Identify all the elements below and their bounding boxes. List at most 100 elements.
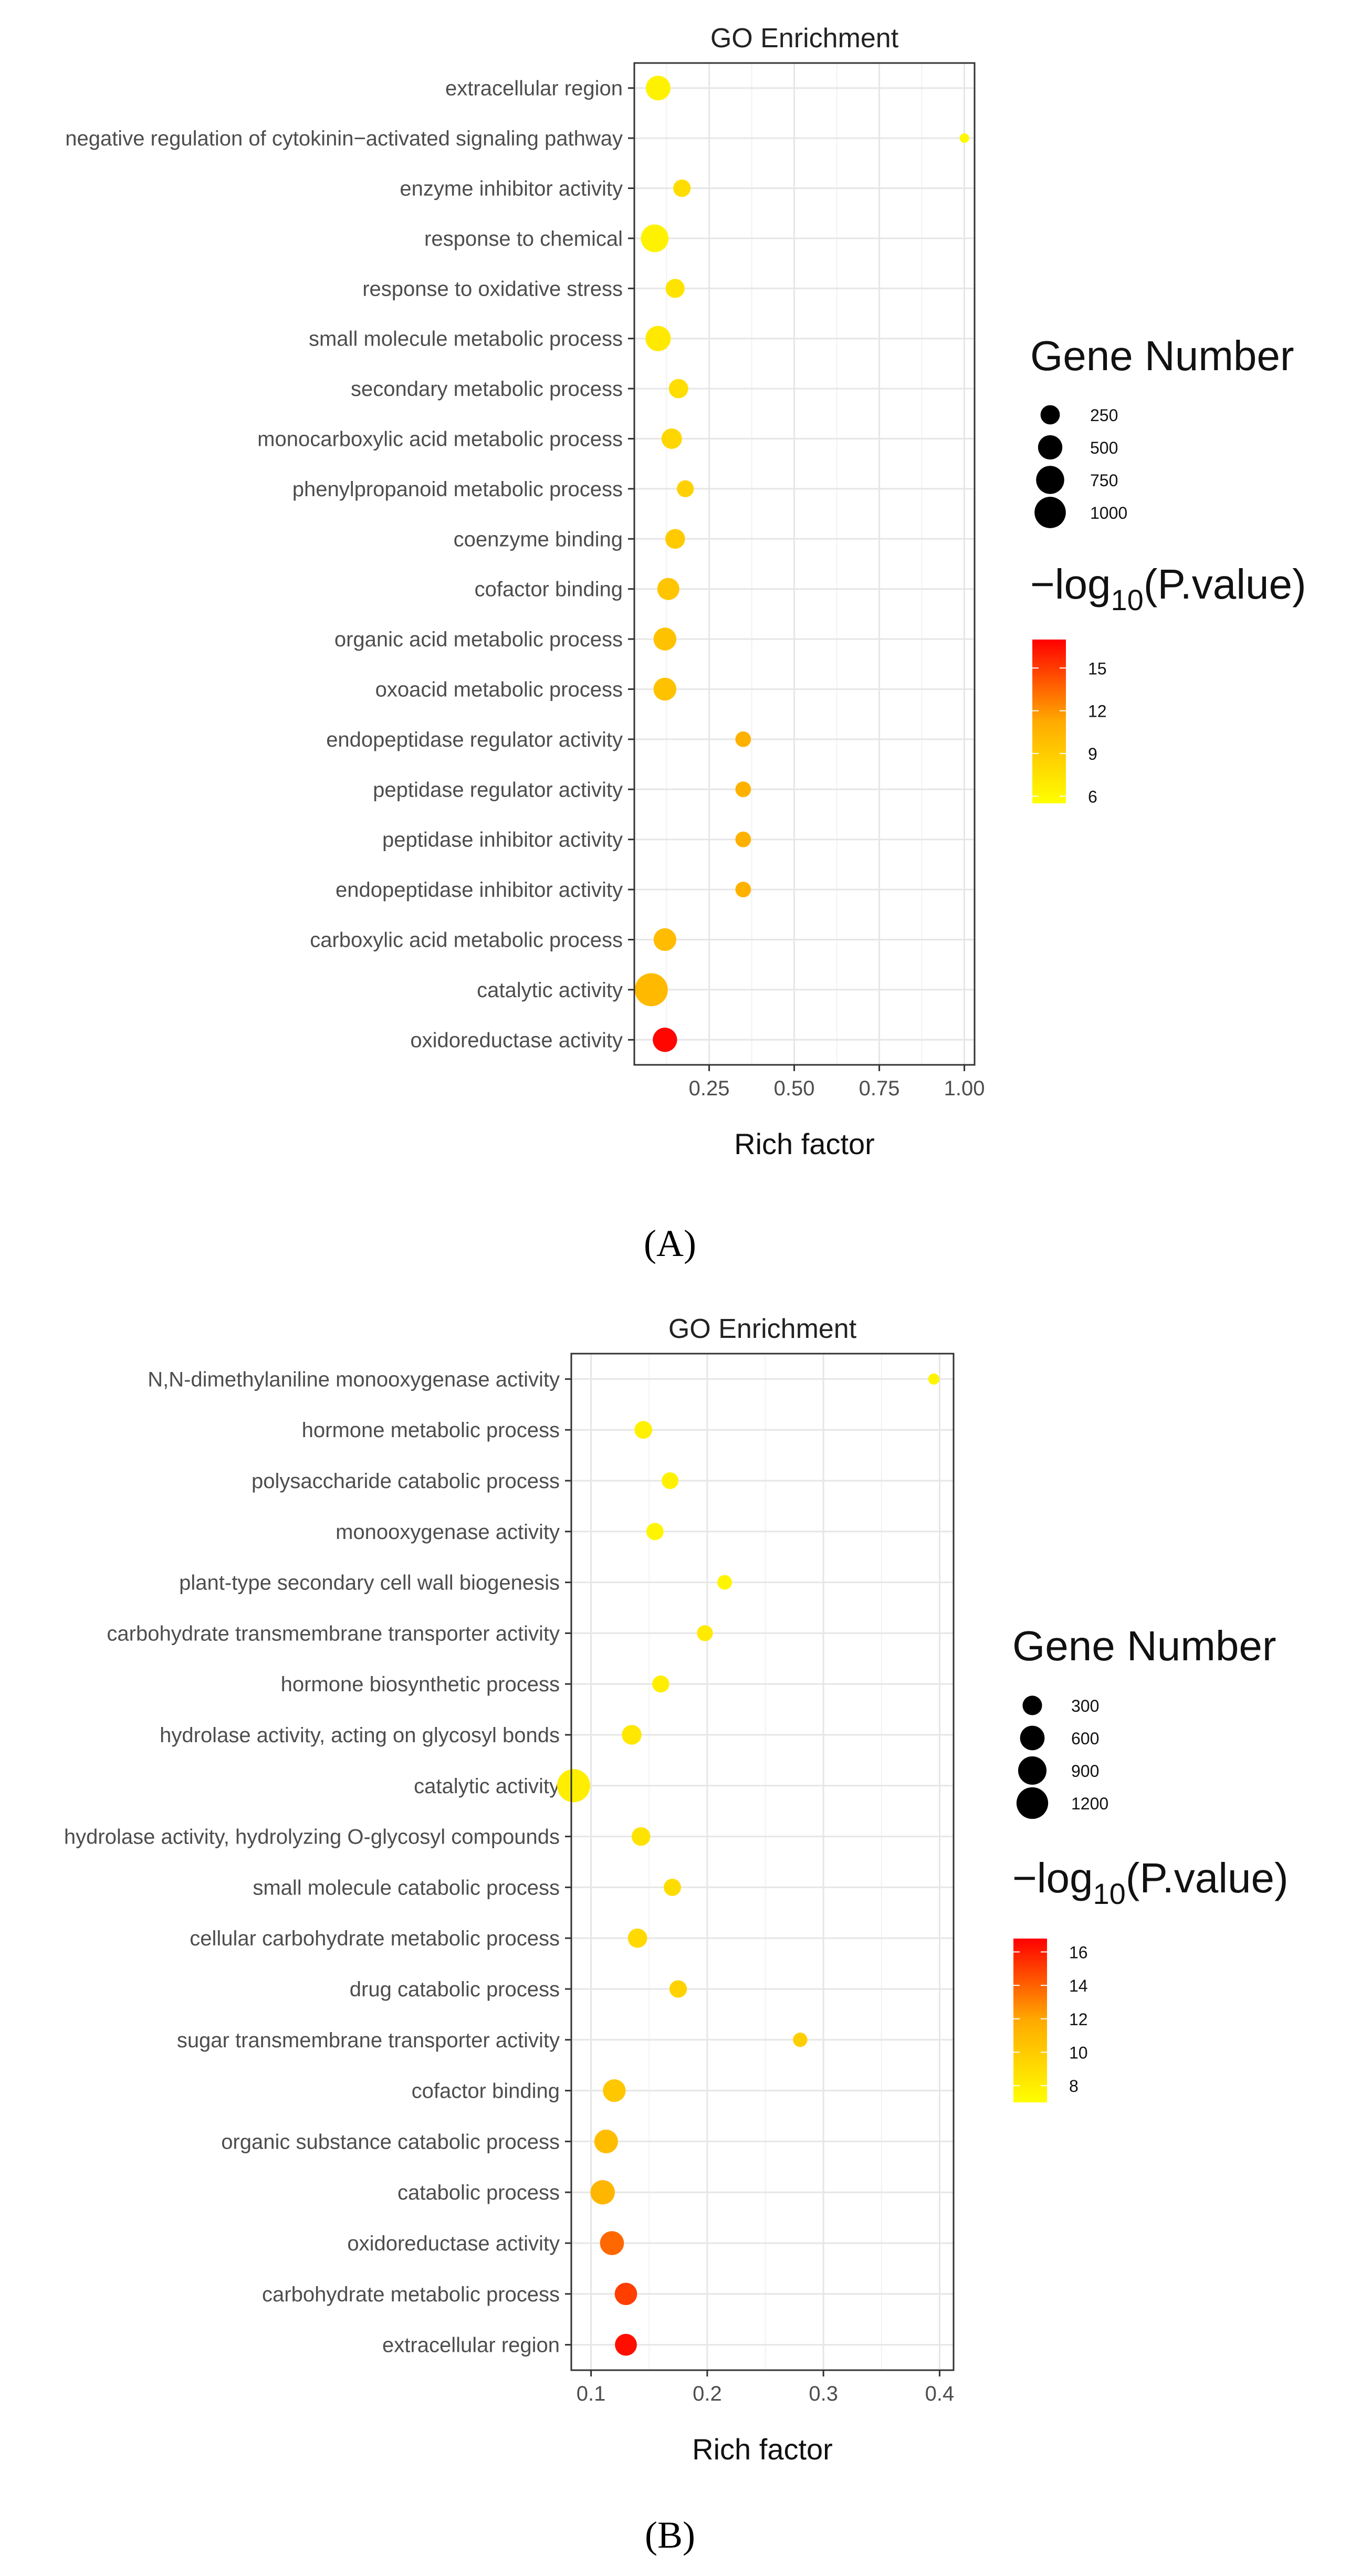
category-label: polysaccharide catabolic process	[252, 1470, 560, 1493]
category-label: secondary metabolic process	[351, 378, 623, 401]
data-point	[669, 1980, 687, 1998]
data-point	[928, 1373, 940, 1385]
data-point	[600, 2231, 624, 2255]
data-point	[697, 1625, 713, 1641]
size-legend-label: 750	[1090, 471, 1118, 490]
color-legend-label: 14	[1069, 1976, 1088, 1995]
data-point	[653, 1028, 677, 1052]
panel-label: (B)	[645, 2514, 695, 2556]
x-tick-label: 0.4	[925, 2382, 955, 2405]
category-label: hormone metabolic process	[302, 1419, 560, 1442]
category-label: oxoacid metabolic process	[375, 678, 623, 701]
size-legend-label: 900	[1071, 1762, 1099, 1781]
category-label: hydrolase activity, hydrolyzing O-glycos…	[64, 1826, 560, 1849]
category-label: extracellular region	[445, 77, 623, 100]
data-point	[665, 529, 685, 549]
data-point	[646, 1523, 664, 1541]
size-legend-key	[1034, 497, 1066, 528]
x-tick-label: 0.75	[859, 1077, 900, 1100]
data-point	[664, 1878, 681, 1896]
panel-label: (A)	[644, 1222, 696, 1264]
category-label: oxidoreductase activity	[347, 2232, 560, 2255]
data-point	[668, 379, 688, 399]
data-point	[653, 928, 676, 951]
size-legend-label: 1000	[1090, 504, 1127, 522]
category-label: catalytic activity	[414, 1775, 560, 1798]
data-point	[735, 831, 751, 847]
category-label: peptidase inhibitor activity	[382, 829, 623, 852]
plot-background	[571, 1354, 954, 2370]
chart-panel-b: GO Enrichment 0.1 0.2 0.3 0.4 N,N-dimethylani…	[64, 1314, 1289, 2556]
data-point	[677, 480, 694, 498]
category-label: carbohydrate metabolic process	[262, 2283, 560, 2306]
category-label: small molecule catabolic process	[253, 1876, 560, 1899]
color-legend-label: 8	[1069, 2077, 1079, 2096]
category-label: extracellular region	[382, 2334, 560, 2357]
data-point	[662, 1472, 679, 1489]
chart-title: GO Enrichment	[668, 1314, 857, 1344]
data-point	[653, 627, 677, 651]
size-legend-key	[1038, 435, 1063, 460]
color-legend-title-rest: (P.value)	[1126, 1855, 1289, 1901]
x-tick-label: 0.25	[689, 1077, 730, 1100]
data-point	[627, 1928, 647, 1948]
category-label: monocarboxylic acid metabolic process	[257, 428, 623, 451]
data-point	[735, 731, 751, 747]
x-tick-label: 1.00	[944, 1077, 985, 1100]
data-point	[657, 578, 679, 600]
category-label: carboxylic acid metabolic process	[310, 929, 623, 952]
data-point	[631, 1827, 651, 1846]
data-point	[717, 1575, 732, 1590]
chart-title: GO Enrichment	[710, 23, 899, 54]
color-legend-title-main: −log	[1012, 1855, 1093, 1901]
color-bar	[1032, 640, 1066, 803]
size-legend-key	[1036, 466, 1064, 494]
category-label: phenylpropanoid metabolic process	[292, 478, 623, 501]
data-point	[634, 1421, 653, 1439]
data-point	[590, 2180, 615, 2205]
x-axis-label: Rich factor	[734, 1127, 875, 1160]
plot-border	[570, 1353, 955, 2371]
data-point	[614, 2282, 637, 2306]
size-legend-key	[1040, 405, 1060, 425]
data-point	[594, 2129, 618, 2153]
size-legend-title: Gene Number	[1030, 332, 1294, 379]
category-label: small molecule metabolic process	[309, 328, 623, 351]
size-legend-title: Gene Number	[1012, 1622, 1276, 1669]
data-point	[603, 2079, 626, 2102]
category-label: cellular carbohydrate metabolic process	[190, 1927, 560, 1950]
size-legend-label: 250	[1090, 406, 1118, 425]
data-point	[665, 279, 685, 298]
x-tick-label: 0.50	[774, 1077, 815, 1100]
plot-border	[633, 62, 976, 1066]
category-label: coenzyme binding	[454, 528, 623, 551]
data-point	[652, 1675, 669, 1693]
x-axis-label: Rich factor	[692, 2433, 833, 2466]
category-label: monooxygenase activity	[336, 1521, 560, 1544]
size-legend-key	[1022, 1695, 1042, 1715]
category-label: plant-type secondary cell wall biogenesi…	[179, 1572, 560, 1595]
category-label: cofactor binding	[412, 2080, 560, 2103]
category-label: catalytic activity	[477, 979, 623, 1002]
size-legend-key	[1016, 1787, 1049, 1819]
category-label: carbohydrate transmembrane transporter a…	[107, 1622, 560, 1645]
color-bar	[1013, 1939, 1047, 2102]
category-label: negative regulation of cytokinin−activat…	[65, 127, 623, 150]
color-legend-title: −log10(P.value)	[1012, 1855, 1289, 1910]
color-legend-label: 15	[1088, 659, 1107, 678]
color-legend-title-rest: (P.value)	[1144, 561, 1306, 608]
size-legend-label: 300	[1071, 1697, 1099, 1715]
color-legend-title-main: −log	[1030, 561, 1111, 608]
category-label: N,N-dimethylaniline monooxygenase activi…	[148, 1368, 560, 1391]
size-legend-key	[1018, 1756, 1047, 1785]
data-point	[735, 781, 751, 798]
data-point	[645, 326, 671, 351]
color-legend-label: 6	[1088, 787, 1097, 806]
category-label: drug catabolic process	[350, 1978, 560, 2001]
category-label: sugar transmembrane transporter activity	[177, 2029, 560, 2052]
data-point	[641, 224, 669, 253]
data-point	[615, 2333, 637, 2356]
color-legend-title-sub: 10	[1093, 1877, 1125, 1910]
category-label: organic acid metabolic process	[334, 628, 623, 651]
